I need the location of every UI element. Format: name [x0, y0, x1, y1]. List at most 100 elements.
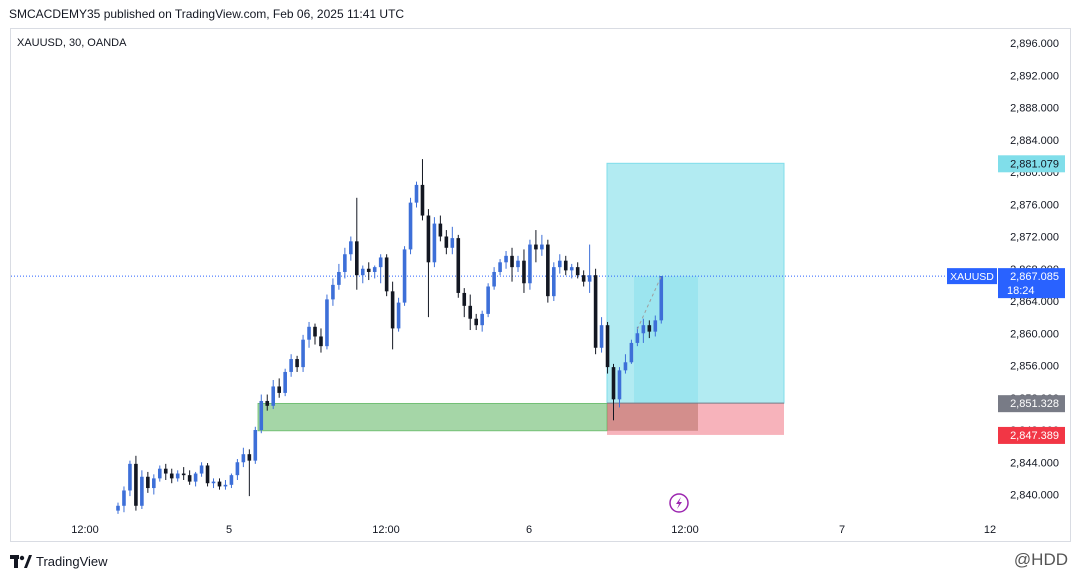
candle-body[interactable]	[587, 275, 592, 282]
profit-zone[interactable]	[606, 162, 785, 404]
candle-body[interactable]	[468, 305, 473, 319]
candle-body[interactable]	[534, 244, 538, 250]
candle-body[interactable]	[659, 276, 664, 321]
candle-body[interactable]	[146, 476, 150, 489]
candle-body[interactable]	[193, 473, 198, 482]
candle-body[interactable]	[313, 326, 317, 337]
candle-body[interactable]	[456, 238, 461, 293]
candle-body[interactable]	[414, 184, 419, 203]
candle-body[interactable]	[217, 481, 222, 487]
candle-body[interactable]	[205, 465, 210, 484]
candle-body[interactable]	[349, 241, 353, 255]
candle-body[interactable]	[229, 475, 234, 485]
candle-body[interactable]	[241, 454, 246, 463]
candle-body[interactable]	[247, 454, 252, 461]
candle-body[interactable]	[122, 490, 126, 506]
candle-body[interactable]	[528, 244, 532, 284]
candle-body[interactable]	[366, 268, 371, 272]
candle-body[interactable]	[181, 473, 186, 476]
candle-body[interactable]	[128, 463, 132, 491]
candle-body[interactable]	[116, 505, 120, 511]
candle-body[interactable]	[378, 257, 383, 268]
candle-body[interactable]	[372, 267, 377, 272]
candle-body[interactable]	[289, 359, 293, 372]
candle-body[interactable]	[462, 292, 467, 306]
candle-body[interactable]	[498, 262, 502, 272]
candle-body[interactable]	[581, 275, 586, 282]
candle-body[interactable]	[605, 325, 610, 368]
candle-body[interactable]	[152, 478, 156, 489]
candle-body[interactable]	[450, 238, 455, 248]
candle-body[interactable]	[623, 362, 628, 371]
candle-body[interactable]	[557, 260, 562, 268]
candle-body[interactable]	[575, 267, 580, 276]
candle-body[interactable]	[474, 318, 478, 326]
candle-body[interactable]	[253, 430, 258, 461]
candle-body[interactable]	[169, 473, 174, 479]
candle-body[interactable]	[223, 484, 228, 487]
candle-body[interactable]	[396, 302, 401, 329]
candle-body[interactable]	[157, 468, 162, 479]
candle-body[interactable]	[408, 202, 413, 250]
candle-body[interactable]	[426, 215, 431, 263]
candle-body[interactable]	[163, 468, 168, 474]
candle-body[interactable]	[599, 325, 604, 348]
demand-zone[interactable]	[257, 402, 608, 432]
candle-body[interactable]	[438, 223, 443, 237]
candle-body[interactable]	[295, 359, 299, 368]
candle-body[interactable]	[444, 236, 449, 248]
candle-body[interactable]	[402, 249, 407, 303]
time-tick-label: 7	[839, 524, 845, 536]
candle-body[interactable]	[343, 254, 347, 272]
candle-body[interactable]	[325, 299, 329, 347]
candle-body[interactable]	[331, 284, 335, 300]
event-lightning-icon[interactable]	[669, 493, 689, 513]
candle-body[interactable]	[504, 255, 508, 263]
candle-body[interactable]	[175, 473, 180, 479]
candle-body[interactable]	[522, 260, 526, 284]
candle-body[interactable]	[635, 333, 640, 343]
candle-body[interactable]	[653, 320, 658, 332]
candle-body[interactable]	[301, 339, 305, 368]
candle-body[interactable]	[187, 475, 192, 482]
candle-body[interactable]	[432, 223, 437, 263]
candle-body[interactable]	[211, 481, 216, 484]
candle-body[interactable]	[199, 465, 204, 474]
candle-body[interactable]	[360, 268, 365, 276]
candle-body[interactable]	[546, 244, 550, 297]
tradingview-brand[interactable]: TradingView	[10, 554, 108, 569]
candle-body[interactable]	[235, 462, 240, 476]
candle-body[interactable]	[611, 367, 616, 400]
candle-body[interactable]	[134, 463, 138, 506]
candle-body[interactable]	[486, 286, 490, 314]
candle-body[interactable]	[420, 184, 425, 216]
candle-body[interactable]	[480, 313, 484, 326]
candle-body[interactable]	[390, 291, 395, 329]
candle-body[interactable]	[569, 267, 574, 271]
candle-body[interactable]	[384, 257, 389, 292]
candle-body[interactable]	[307, 326, 311, 340]
chart-frame[interactable]	[10, 28, 1071, 542]
candle-body[interactable]	[593, 275, 598, 348]
candle-body[interactable]	[259, 400, 264, 430]
candle-body[interactable]	[617, 370, 622, 400]
axis-price-label: 2,847.389	[1010, 430, 1059, 442]
candle-body[interactable]	[319, 336, 323, 347]
candle-body[interactable]	[337, 271, 341, 285]
candle-body[interactable]	[492, 271, 496, 287]
candle-body[interactable]	[540, 244, 544, 250]
candle-body[interactable]	[283, 371, 287, 393]
candle-body[interactable]	[552, 267, 556, 297]
candle-body[interactable]	[277, 386, 281, 393]
candle-body[interactable]	[140, 476, 144, 506]
candle-body[interactable]	[629, 342, 634, 363]
candle-body[interactable]	[510, 255, 514, 268]
candle-body[interactable]	[563, 260, 568, 271]
candle-body[interactable]	[641, 325, 646, 334]
candle-body[interactable]	[647, 325, 652, 332]
candle-body[interactable]	[355, 241, 359, 276]
candle-body[interactable]	[265, 400, 270, 406]
candle-body[interactable]	[271, 386, 276, 406]
candle-body[interactable]	[516, 260, 520, 268]
